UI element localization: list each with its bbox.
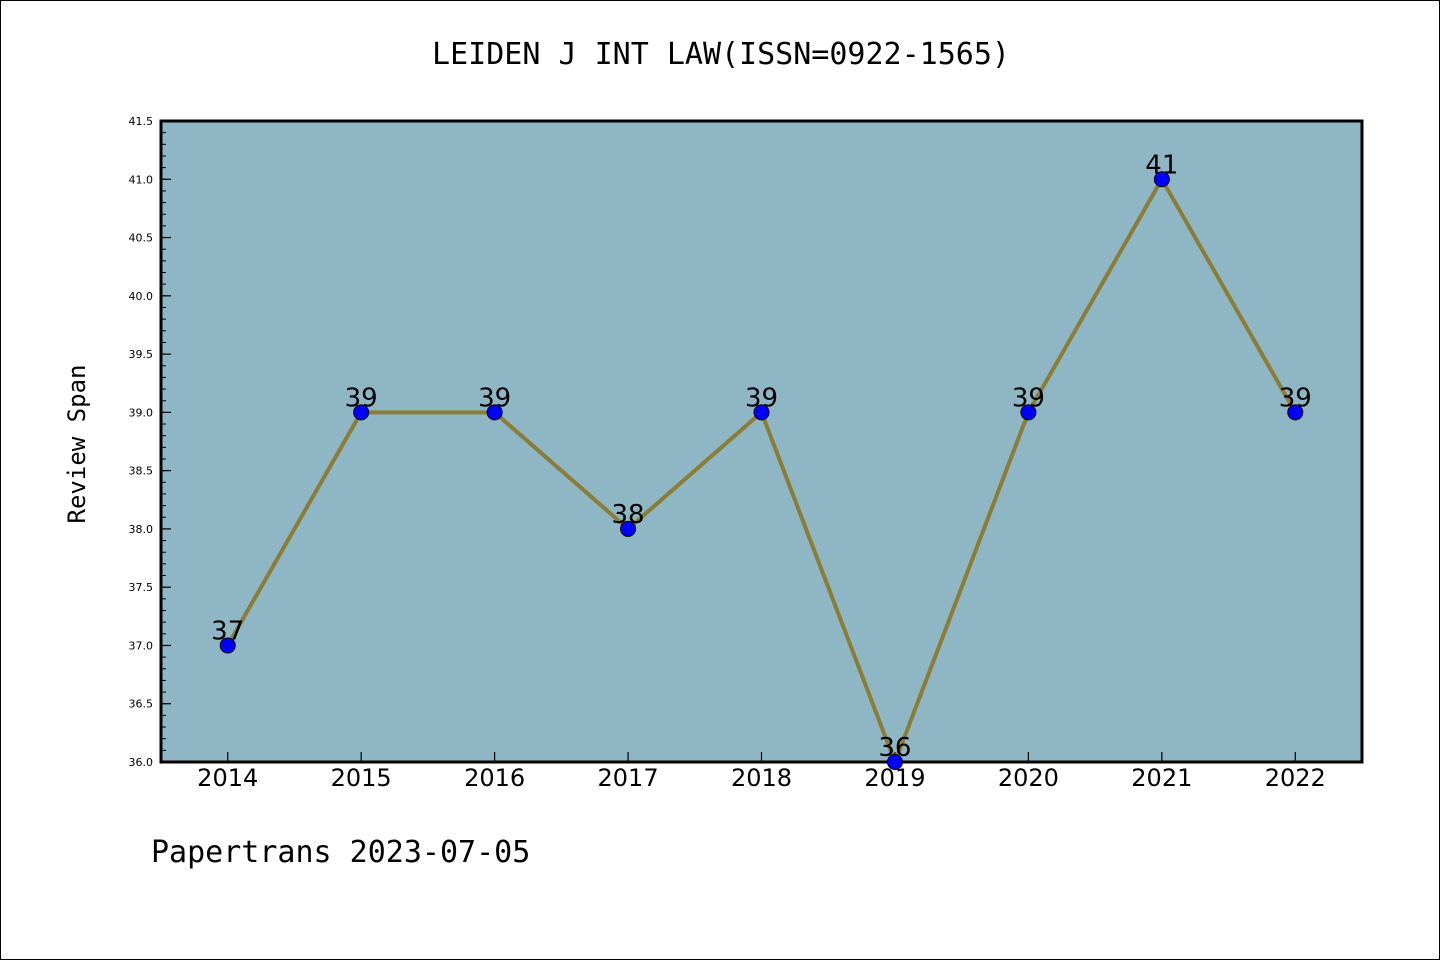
data-label: 39 bbox=[1012, 383, 1045, 413]
plot-area bbox=[159, 119, 1364, 764]
data-point bbox=[353, 404, 370, 421]
y-tick-label: 40.5 bbox=[129, 232, 154, 245]
data-points bbox=[219, 171, 1304, 770]
data-point bbox=[886, 754, 903, 770]
x-tick-label: 2020 bbox=[998, 764, 1059, 792]
x-tick-label: 2014 bbox=[197, 764, 258, 792]
data-label: 36 bbox=[878, 733, 911, 763]
data-point bbox=[753, 404, 770, 421]
y-tick-label: 41.5 bbox=[129, 115, 154, 128]
x-axis: 2014 2015 2016 2017 2018 2019 2020 2021 2022 bbox=[197, 752, 1326, 792]
y-tick-label: 39.5 bbox=[129, 348, 154, 361]
y-tick-label: 36.5 bbox=[129, 698, 154, 711]
x-tick-label: 2015 bbox=[331, 764, 392, 792]
data-point bbox=[1287, 404, 1304, 421]
y-axis-label: Review Span bbox=[63, 365, 91, 524]
data-label: 39 bbox=[1279, 383, 1312, 413]
y-tick-label: 39.0 bbox=[129, 406, 154, 419]
data-label: 39 bbox=[478, 383, 511, 413]
y-tick-label: 38.0 bbox=[129, 523, 154, 536]
data-point bbox=[1020, 404, 1037, 421]
y-tick-label: 36.0 bbox=[129, 756, 154, 769]
x-tick-label: 2017 bbox=[598, 764, 659, 792]
y-tick-label: 37.5 bbox=[129, 581, 154, 594]
data-labels: 37 39 39 38 39 36 39 41 39 bbox=[211, 150, 1312, 763]
data-label: 39 bbox=[345, 383, 378, 413]
x-tick-label: 2022 bbox=[1265, 764, 1326, 792]
x-tick-label: 2018 bbox=[731, 764, 792, 792]
data-point bbox=[620, 520, 637, 537]
x-tick-label: 2016 bbox=[464, 764, 525, 792]
data-point bbox=[1153, 171, 1170, 188]
data-point bbox=[486, 404, 503, 421]
data-label: 39 bbox=[745, 383, 778, 413]
x-tick-label: 2021 bbox=[1131, 764, 1192, 792]
y-tick-label: 40.0 bbox=[129, 290, 154, 303]
y-tick-label: 37.0 bbox=[129, 639, 154, 652]
data-label: 37 bbox=[211, 616, 244, 646]
footer-text: Papertrans 2023-07-05 bbox=[151, 835, 531, 870]
y-tick-label: 41.0 bbox=[129, 173, 154, 186]
y-tick-label: 38.5 bbox=[129, 465, 154, 478]
y-axis: 36.0 36.5 37.0 37.5 38.0 38.5 39.0 39.5 40.0 40.5… bbox=[129, 115, 171, 769]
data-point bbox=[219, 637, 236, 654]
data-label: 38 bbox=[612, 500, 645, 530]
data-label: 41 bbox=[1145, 150, 1178, 180]
chart-title: LEIDEN J INT LAW(ISSN=0922-1565) bbox=[432, 37, 1010, 72]
